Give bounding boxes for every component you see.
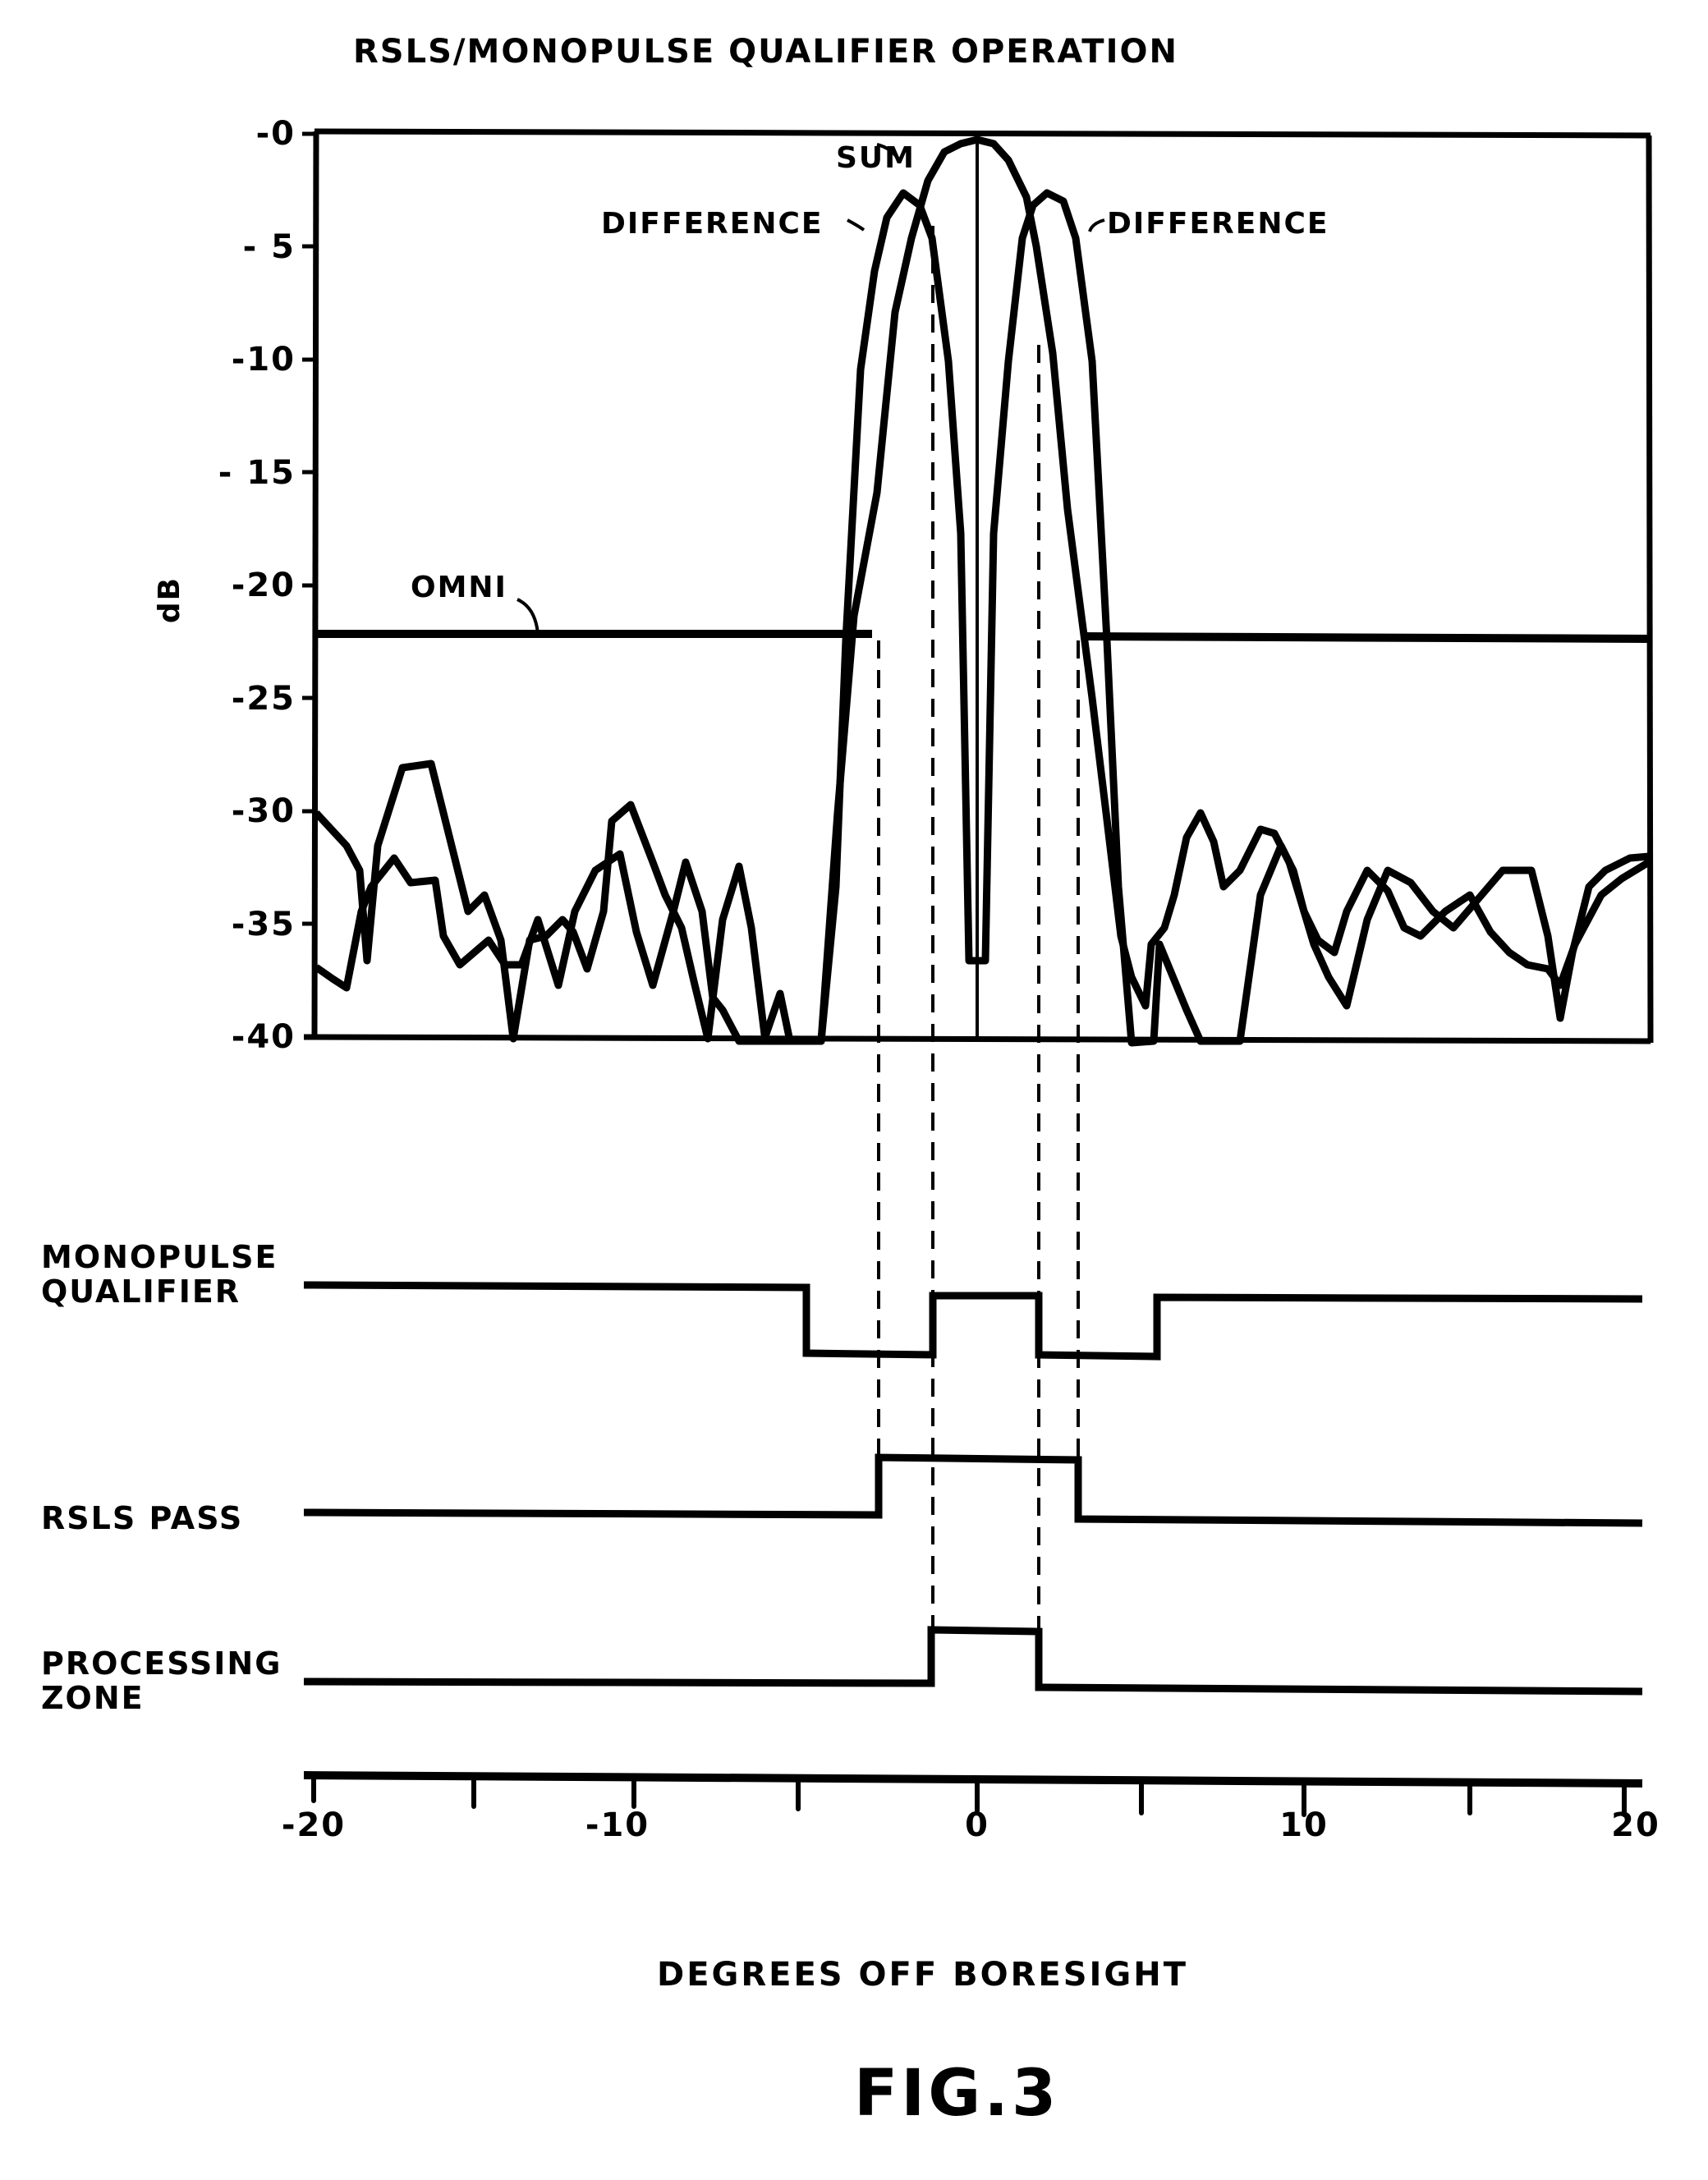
sum-trace — [316, 140, 1649, 1041]
rsls-pass-trace — [304, 1457, 1642, 1523]
chart-canvas — [0, 0, 1708, 2180]
x-axis-line — [304, 1775, 1642, 1783]
difference-right-leader — [1090, 220, 1104, 232]
difference-left-leader — [847, 220, 864, 230]
difference-trace — [316, 193, 1649, 1043]
omni-line — [316, 634, 1649, 639]
sum-leader — [877, 145, 899, 160]
omni-leader — [517, 599, 538, 634]
monopulse-qualifier-trace — [304, 1285, 1642, 1356]
processing-zone-trace — [304, 1630, 1642, 1691]
